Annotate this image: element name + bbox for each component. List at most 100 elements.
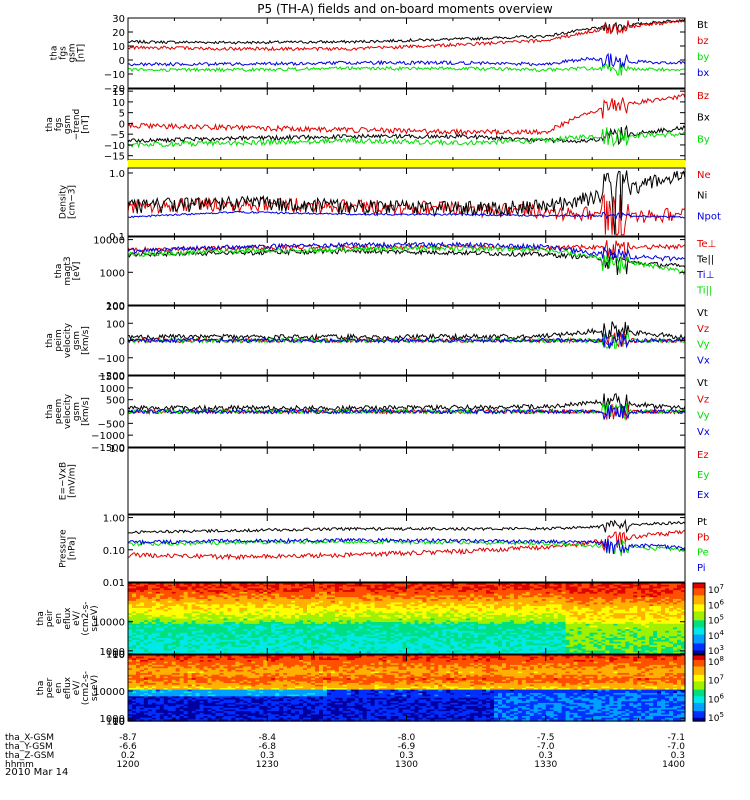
heatmap-cell — [255, 638, 260, 641]
heatmap-cell — [243, 600, 248, 604]
heatmap-cell — [311, 622, 316, 625]
heatmap-cell — [199, 600, 205, 604]
heatmap-cell — [179, 591, 185, 595]
heatmap-cell — [386, 591, 392, 595]
heatmap-cell — [179, 615, 185, 618]
heatmap-cell — [358, 636, 364, 639]
heatmap-cell — [334, 616, 340, 620]
heatmap-cell — [219, 627, 225, 630]
heatmap-cell — [354, 588, 360, 591]
heatmap-cell — [382, 602, 388, 605]
heatmap-cell — [406, 609, 412, 612]
heatmap-cell — [275, 600, 280, 604]
heatmap-cell — [295, 616, 300, 620]
heatmap-cell — [470, 638, 475, 641]
heatmap-cell — [227, 636, 233, 639]
heatmap-cell — [326, 643, 332, 646]
heatmap-cell — [458, 622, 463, 625]
heatmap-cell — [394, 652, 400, 655]
heatmap-cell — [179, 583, 185, 586]
heatmap-cell — [283, 599, 288, 602]
heatmap-cell — [382, 606, 388, 609]
heatmap-cell — [323, 597, 328, 600]
heatmap-cell — [366, 636, 372, 639]
heatmap-cell — [422, 613, 427, 616]
heatmap-cell — [179, 607, 185, 611]
heatmap-cell — [175, 620, 181, 623]
heatmap-cell — [342, 645, 348, 648]
heatmap-cell — [271, 629, 276, 632]
heatmap-cell — [362, 590, 368, 593]
heatmap-cell — [338, 623, 344, 627]
heatmap-cell — [430, 639, 435, 643]
heatmap-cell — [334, 645, 340, 648]
heatmap-cell — [354, 611, 360, 614]
heatmap-cell — [470, 583, 475, 586]
heatmap-cell — [283, 652, 288, 655]
heatmap-cell — [402, 646, 408, 650]
heatmap-cell — [422, 606, 427, 609]
heatmap-cell — [163, 625, 169, 628]
heatmap-cell — [259, 652, 264, 655]
heatmap-cell — [462, 636, 467, 639]
heatmap-cell — [171, 586, 177, 589]
heatmap-cell — [450, 625, 455, 628]
heatmap-cell — [330, 609, 336, 612]
heatmap-cell — [326, 630, 332, 634]
heatmap-cell — [354, 625, 360, 628]
heatmap-cell — [243, 634, 248, 637]
heatmap-cell — [151, 588, 157, 591]
heatmap-cell — [462, 597, 467, 600]
heatmap-cell — [155, 584, 161, 588]
heatmap-cell — [330, 604, 336, 607]
heatmap-cell — [132, 602, 137, 605]
heatmap-cell — [231, 632, 236, 636]
heatmap-cell — [247, 590, 252, 593]
heatmap-cell — [211, 636, 217, 639]
heatmap-cell — [291, 639, 296, 643]
heatmap-cell — [438, 590, 443, 593]
heatmap-cell — [207, 639, 213, 643]
heatmap-cell — [251, 593, 256, 596]
heatmap-cell — [362, 630, 368, 634]
heatmap-cell — [466, 639, 471, 643]
heatmap-cell — [247, 622, 252, 625]
heatmap-cell — [239, 593, 244, 596]
heatmap-cell — [406, 630, 412, 634]
heatmap-cell — [418, 600, 423, 604]
heatmap-cell — [326, 590, 332, 593]
heatmap-cell — [350, 629, 356, 632]
heatmap-cell — [362, 634, 368, 637]
heatmap-cell — [466, 584, 471, 588]
heatmap-cell — [219, 638, 225, 641]
heatmap-cell — [231, 645, 236, 648]
heatmap-cell — [139, 645, 145, 648]
heatmap-cell — [354, 643, 360, 646]
heatmap-cell — [128, 584, 133, 588]
heatmap-cell — [346, 611, 352, 614]
heatmap-cell — [374, 600, 380, 604]
heatmap-cell — [267, 590, 272, 593]
heatmap-cell — [163, 622, 169, 625]
heatmap-cell — [470, 643, 475, 646]
heatmap-cell — [394, 620, 400, 623]
heatmap-cell — [231, 648, 236, 652]
heatmap-cell — [227, 613, 233, 616]
heatmap-cell — [378, 616, 384, 620]
heatmap-cell — [223, 627, 229, 630]
heatmap-cell — [175, 638, 181, 641]
heatmap-cell — [307, 595, 312, 598]
heatmap-cell — [323, 607, 328, 611]
heatmap-cell — [223, 616, 229, 620]
heatmap-cell — [319, 604, 324, 607]
heatmap-cell — [450, 591, 455, 595]
heatmap-cell — [179, 643, 185, 646]
heatmap-cell — [275, 599, 280, 602]
heatmap-cell — [418, 590, 423, 593]
heatmap-cell — [338, 602, 344, 605]
heatmap-cell — [366, 604, 372, 607]
heatmap-cell — [430, 650, 435, 653]
heatmap-cell — [446, 618, 451, 621]
heatmap-cell — [128, 646, 133, 650]
heatmap-cell — [450, 607, 455, 611]
